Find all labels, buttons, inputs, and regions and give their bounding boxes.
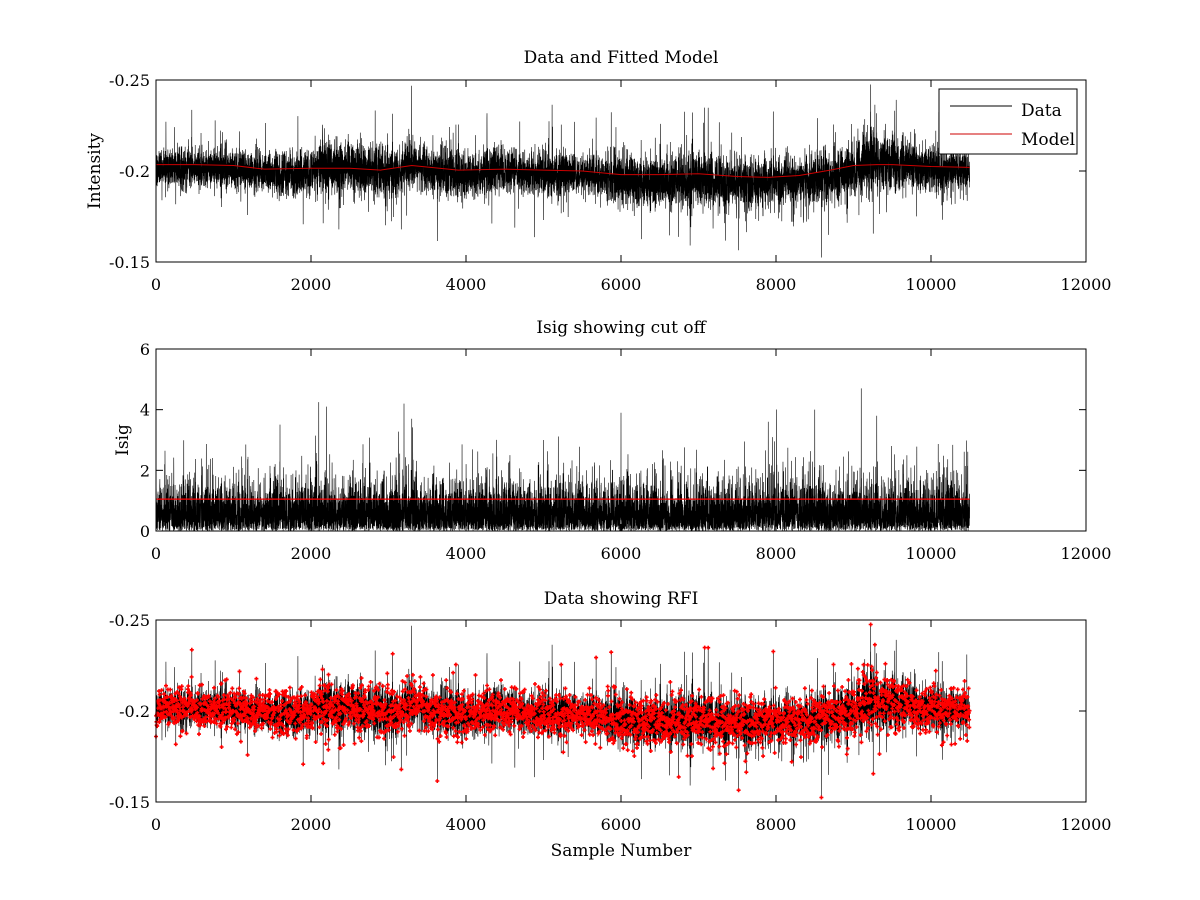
x-tick-label: 12000 [1061,275,1112,294]
legend-box [938,88,1078,155]
x-tick-label: 4000 [446,275,487,294]
panel-rfi: Data showing RFI 0 2000 4000 6000 8000 10000 1… [109,589,1111,861]
y-tick-label: -0.25 [109,611,150,630]
x-tick-label: 4000 [446,815,487,834]
legend-data-label: Data [1021,101,1062,121]
x-tick-label: 6000 [601,275,642,294]
panel2-plot-area [155,388,970,532]
panel-isig: Isig showing cut off Isig 0 2000 4000 6000 8… [113,318,1111,563]
y-tick-label: -0.25 [109,71,150,90]
y-tick-label: -0.2 [119,702,150,721]
panel2-ylabel: Isig [113,424,133,456]
legend-model-label: Model [1021,130,1075,150]
series-isig-line [155,388,970,532]
panel3-ticks: 0 2000 4000 6000 8000 10000 12000 -0.25 -0.2 -0.1… [109,611,1111,834]
x-tick-label: 4000 [446,544,487,563]
series-model-line [156,164,970,178]
y-tick-label: -0.2 [119,162,150,181]
x-tick-label: 10000 [906,815,957,834]
x-tick-label: 0 [151,275,161,294]
series-data-line [155,84,970,258]
panel1-legend: Data Model [938,88,1078,155]
x-tick-label: 8000 [756,275,797,294]
x-tick-label: 12000 [1061,815,1112,834]
x-tick-label: 10000 [906,275,957,294]
panel1-title: Data and Fitted Model [524,48,719,68]
y-tick-label: -0.15 [109,793,150,812]
y-tick-label: 4 [140,401,150,420]
panel1-ticks: 0 2000 4000 6000 8000 10000 12000 -0.25 -0.2 -0.1… [109,71,1111,294]
x-tick-label: 6000 [601,544,642,563]
panel2-ticks: 0 2000 4000 6000 8000 10000 12000 0 2 4 6 [140,340,1112,563]
x-tick-label: 2000 [291,815,332,834]
series-rfi-data-line [155,624,970,798]
x-tick-label: 2000 [291,544,332,563]
panel3-title: Data showing RFI [544,589,699,609]
y-tick-label: 6 [140,340,150,359]
panel1-plot-area [155,84,970,258]
y-tick-label: 2 [140,461,150,480]
x-tick-label: 12000 [1061,544,1112,563]
x-tick-label: 8000 [756,544,797,563]
panel2-title: Isig showing cut off [536,318,707,338]
x-tick-label: 6000 [601,815,642,834]
x-tick-label: 0 [151,815,161,834]
panel1-ylabel: Intensity [85,133,105,209]
x-tick-label: 0 [151,544,161,563]
y-tick-label: 0 [140,522,150,541]
panel-data-and-model: Data and Fitted Model Intensity 0 2000 400… [85,48,1111,294]
y-tick-label: -0.15 [109,253,150,272]
x-tick-label: 2000 [291,275,332,294]
x-tick-label: 10000 [906,544,957,563]
x-tick-label: 8000 [756,815,797,834]
panel3-xlabel: Sample Number [551,841,693,861]
